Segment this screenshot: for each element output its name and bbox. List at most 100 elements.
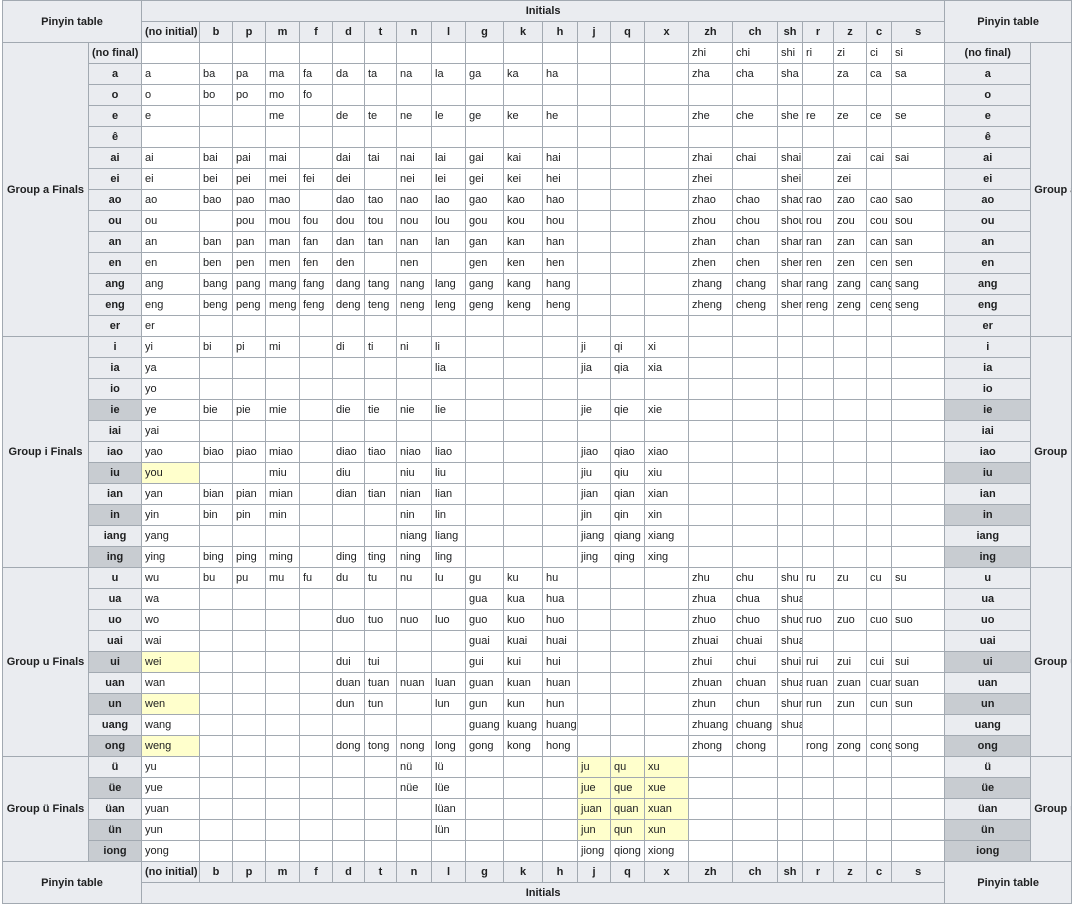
final-label: ün <box>88 819 142 841</box>
syllable-cell <box>364 756 397 778</box>
final-label: iao <box>944 441 1032 463</box>
syllable-cell <box>833 798 867 820</box>
syllable-cell: xiang <box>644 525 689 547</box>
syllable-cell <box>265 756 300 778</box>
syllable-cell: er <box>141 315 200 337</box>
table-row: ei ei bei pei mei fei dei nei lei gei kei hei zhei sh… <box>3 168 1072 190</box>
syllable-cell <box>802 756 834 778</box>
syllable-cell: zhu <box>688 567 733 589</box>
syllable-cell <box>866 315 892 337</box>
syllable-cell <box>866 714 892 736</box>
final-label: eng <box>944 294 1032 316</box>
group-label: Group u Finals <box>1030 567 1072 757</box>
syllable-cell: qi <box>610 336 645 358</box>
syllable-cell <box>577 210 611 232</box>
syllable-cell: pou <box>232 210 266 232</box>
final-label: u <box>944 567 1032 589</box>
syllable-cell <box>866 378 892 400</box>
initials-heading: Initials <box>140 882 946 904</box>
syllable-cell: gan <box>465 231 504 253</box>
syllable-cell <box>465 357 504 379</box>
syllable-cell <box>833 756 867 778</box>
syllable-cell <box>299 399 333 421</box>
initial-header: h <box>542 861 578 883</box>
syllable-cell: geng <box>465 294 504 316</box>
syllable-cell: men <box>265 252 300 274</box>
syllable-cell <box>577 651 611 673</box>
syllable-cell: piao <box>232 441 266 463</box>
syllable-cell: yue <box>141 777 200 799</box>
syllable-cell: shuang <box>777 714 803 736</box>
final-label: ie <box>88 399 142 421</box>
final-label: üan <box>944 798 1032 820</box>
syllable-cell: zen <box>833 252 867 274</box>
syllable-cell <box>610 168 645 190</box>
syllable-cell <box>396 714 432 736</box>
syllable-cell <box>232 357 266 379</box>
syllable-cell: chi <box>732 42 778 64</box>
syllable-cell <box>577 147 611 169</box>
syllable-cell <box>265 798 300 820</box>
syllable-cell <box>833 714 867 736</box>
syllable-cell <box>465 126 504 148</box>
syllable-cell: cong <box>866 735 892 757</box>
syllable-cell: hui <box>542 651 578 673</box>
syllable-cell: zhang <box>688 273 733 295</box>
syllable-cell <box>866 462 892 484</box>
syllable-cell: chen <box>732 252 778 274</box>
syllable-cell: wai <box>141 630 200 652</box>
syllable-cell <box>542 756 578 778</box>
syllable-cell <box>503 378 543 400</box>
syllable-cell: miao <box>265 441 300 463</box>
syllable-cell <box>644 672 689 694</box>
syllable-cell: sao <box>890 189 946 211</box>
table-row: ui wei dui tui gui kui hui zhui chui shui rui zui cu… <box>3 651 1072 673</box>
syllable-cell <box>465 504 504 526</box>
syllable-cell <box>364 315 397 337</box>
syllable-cell: cuan <box>866 672 892 694</box>
initial-header: x <box>644 21 689 43</box>
initial-header: c <box>866 861 892 883</box>
syllable-cell <box>802 357 834 379</box>
table-row: an an ban pan man fan dan tan nan lan gan kan han zha… <box>3 231 1072 253</box>
syllable-cell <box>802 399 834 421</box>
final-label: ai <box>88 147 142 169</box>
syllable-cell <box>644 630 689 652</box>
group-label: Group i Finals <box>1030 336 1072 568</box>
syllable-cell <box>644 735 689 757</box>
initial-header: j <box>577 21 611 43</box>
syllable-cell: kun <box>503 693 543 715</box>
syllable-cell <box>802 126 834 148</box>
syllable-cell <box>299 672 333 694</box>
syllable-cell: dun <box>332 693 365 715</box>
syllable-cell: o <box>141 84 200 106</box>
syllable-cell <box>265 420 300 442</box>
syllable-cell <box>199 525 233 547</box>
final-label: uai <box>88 630 142 652</box>
final-label: ing <box>944 546 1032 568</box>
syllable-cell: xi <box>644 336 689 358</box>
syllable-cell: nüe <box>396 777 432 799</box>
syllable-cell <box>232 798 266 820</box>
syllable-cell: tuan <box>364 672 397 694</box>
syllable-cell: ju <box>577 756 611 778</box>
syllable-cell <box>199 693 233 715</box>
syllable-cell <box>299 609 333 631</box>
syllable-cell <box>777 798 803 820</box>
syllable-cell <box>299 504 333 526</box>
syllable-cell <box>232 651 266 673</box>
syllable-cell <box>777 315 803 337</box>
syllable-cell <box>431 840 466 862</box>
syllable-cell <box>610 210 645 232</box>
syllable-cell: zao <box>833 189 867 211</box>
syllable-cell <box>199 609 233 631</box>
syllable-cell: pang <box>232 273 266 295</box>
syllable-cell: rao <box>802 189 834 211</box>
syllable-cell <box>866 819 892 841</box>
syllable-cell <box>688 336 733 358</box>
syllable-cell: tian <box>364 483 397 505</box>
syllable-cell <box>688 378 733 400</box>
final-label: ia <box>944 357 1032 379</box>
syllable-cell <box>199 777 233 799</box>
